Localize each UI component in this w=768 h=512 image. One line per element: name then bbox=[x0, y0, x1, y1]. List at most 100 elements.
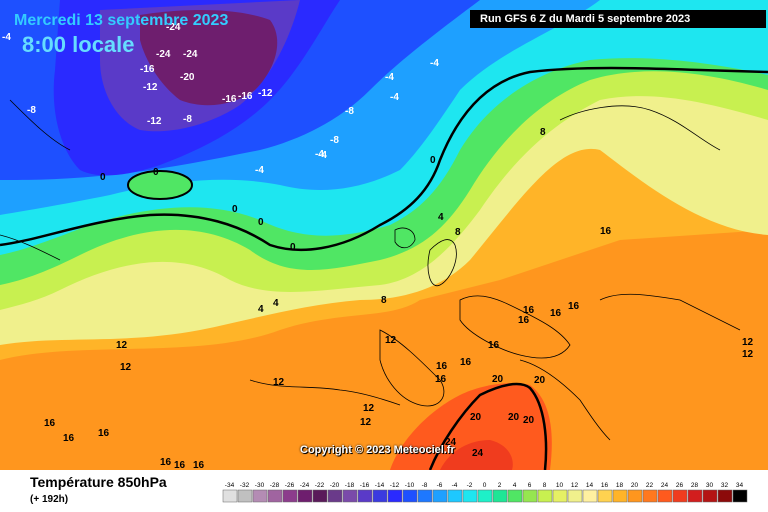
isotherm-value-label: 16 bbox=[63, 433, 75, 444]
isotherm-value-label: 0 bbox=[290, 242, 296, 253]
legend-color-swatch bbox=[537, 489, 553, 503]
legend-tick-label: 32 bbox=[721, 482, 729, 489]
isotherm-value-label: 12 bbox=[273, 377, 285, 388]
legend-tick-label: -12 bbox=[390, 482, 400, 489]
isotherm-value-label: 16 bbox=[160, 457, 172, 468]
isotherm-value-label: 12 bbox=[360, 417, 372, 428]
legend-color-swatch bbox=[282, 489, 298, 503]
isotherm-value-label: 4 bbox=[258, 304, 264, 315]
legend-tick-label: 18 bbox=[616, 482, 624, 489]
legend-color-swatch bbox=[327, 489, 343, 503]
isotherm-value-label: 0 bbox=[430, 155, 436, 166]
isotherm-value-label: 12 bbox=[116, 340, 128, 351]
legend-color-swatch bbox=[237, 489, 253, 503]
isotherm-value-label: 0 bbox=[232, 204, 238, 215]
legend-tick-label: -20 bbox=[330, 482, 340, 489]
legend-color-swatch bbox=[372, 489, 388, 503]
forecast-date: Mercredi 13 septembre 2023 bbox=[14, 12, 229, 29]
cold-pocket bbox=[127, 170, 193, 200]
isotherm-value-label: 0 bbox=[100, 172, 106, 183]
legend-color-swatch bbox=[312, 489, 328, 503]
legend-tick-label: -30 bbox=[255, 482, 265, 489]
color-scale-legend: -34 -32 -30 -28 -26 -24 -22 -20 -18 -16 -14 -12 -10-… bbox=[222, 482, 748, 503]
legend-color-swatch bbox=[657, 489, 673, 503]
legend-tick-label: -26 bbox=[285, 482, 295, 489]
legend-color-swatch bbox=[492, 489, 508, 503]
isotherm-value-label: -8 bbox=[183, 114, 192, 125]
isotherm-value-label: 20 bbox=[534, 375, 546, 386]
isotherm-value-label: -8 bbox=[27, 105, 36, 116]
legend-tick-label: -24 bbox=[300, 482, 310, 489]
isotherm-value-label: 12 bbox=[742, 349, 754, 360]
legend-color-swatch bbox=[462, 489, 478, 503]
map-footer: Température 850hPa (+ 192h) -34 -32 -30 -28… bbox=[0, 470, 768, 512]
forecast-time: 8:00 locale bbox=[22, 32, 135, 57]
isotherm-value-label: 20 bbox=[492, 374, 504, 385]
copyright-notice: Copyright © 2023 Meteociel.fr bbox=[300, 444, 455, 456]
model-run-banner: Run GFS 6 Z du Mardi 5 septembre 2023 bbox=[470, 10, 766, 28]
legend-tick-label: -10 bbox=[405, 482, 415, 489]
legend-tick-label: 2 bbox=[498, 482, 502, 489]
legend-color-swatch bbox=[267, 489, 283, 503]
legend-tick-label: -22 bbox=[315, 482, 325, 489]
lead-time: (+ 192h) bbox=[30, 494, 69, 505]
isotherm-value-label: 8 bbox=[540, 127, 546, 138]
isotherm-value-label: 16 bbox=[44, 418, 56, 429]
legend-tick-label: -34 bbox=[225, 482, 235, 489]
isotherm-twenty bbox=[428, 382, 548, 471]
legend-color-swatch bbox=[447, 489, 463, 503]
isotherm-value-label: 16 bbox=[550, 308, 562, 319]
legend-color-swatch bbox=[732, 489, 748, 503]
legend-tick-label: 8 bbox=[543, 482, 547, 489]
legend-color-swatch bbox=[702, 489, 718, 503]
isotherm-value-label: 12 bbox=[742, 337, 754, 348]
isotherm-value-label: 16 bbox=[98, 428, 110, 439]
band-deep-red bbox=[440, 440, 513, 470]
legend-color-swatch bbox=[387, 489, 403, 503]
band-purple bbox=[140, 10, 278, 106]
legend-color-swatch bbox=[297, 489, 313, 503]
isotherm-value-label: 16 bbox=[193, 460, 205, 470]
legend-color-swatch bbox=[522, 489, 538, 503]
legend-color-swatch bbox=[357, 489, 373, 503]
legend-color-swatch bbox=[687, 489, 703, 503]
isotherm-value-label: -12 bbox=[258, 88, 273, 99]
legend-tick-label: 34 bbox=[736, 482, 744, 489]
legend-tick-label: 30 bbox=[706, 482, 714, 489]
isotherm-value-label: 16 bbox=[488, 340, 500, 351]
map-canvas: -24-24 -24-20-16-16 -16-12-12-12-8-8-8-8-4… bbox=[0, 0, 768, 471]
isotherm-value-label: 16 bbox=[518, 315, 530, 326]
legend-tick-label: 10 bbox=[556, 482, 564, 489]
isotherm-value-label: -16 bbox=[238, 91, 253, 102]
legend-tick-label: 4 bbox=[513, 482, 517, 489]
legend-tick-label: 14 bbox=[586, 482, 594, 489]
legend-tick-label: -32 bbox=[240, 482, 250, 489]
isotherm-value-label: -4 bbox=[255, 165, 264, 176]
isotherm-value-label: -4 bbox=[385, 72, 394, 83]
isotherm-value-label: -20 bbox=[180, 72, 195, 83]
legend-tick-label: -16 bbox=[360, 482, 370, 489]
isotherm-value-label: -4 bbox=[315, 149, 324, 160]
isotherm-value-label: 12 bbox=[385, 335, 397, 346]
legend-color-swatch bbox=[627, 489, 643, 503]
isotherm-value-label: 16 bbox=[600, 226, 612, 237]
isotherm-value-label: -8 bbox=[330, 135, 339, 146]
isotherm-value-label: 16 bbox=[435, 374, 447, 385]
isotherm-value-label: -8 bbox=[345, 106, 354, 117]
isotherm-value-label: -12 bbox=[147, 116, 162, 127]
isotherm-value-label: -4 bbox=[318, 150, 327, 161]
legend-tick-label: -14 bbox=[375, 482, 385, 489]
temperature-map: -24 -24 -24 -20 -16 -16 -16 -12 -12 -12 -8 -8 -8 -8 -4… bbox=[0, 0, 768, 471]
isotherm-value-label: 16 bbox=[523, 305, 535, 316]
isotherm-value-label: 20 bbox=[508, 412, 520, 423]
isotherm-value-label: 0 bbox=[258, 217, 264, 228]
legend-color-swatch bbox=[417, 489, 433, 503]
isotherm-value-label: -4 bbox=[390, 92, 399, 103]
band-red bbox=[390, 383, 552, 470]
isotherm-value-label: 24 bbox=[472, 448, 484, 459]
legend-color-swatch bbox=[552, 489, 568, 503]
legend-tick-label: 12 bbox=[571, 482, 579, 489]
isotherm-value-label: -16 bbox=[222, 94, 237, 105]
legend-color-swatch bbox=[342, 489, 358, 503]
isotherm-zero bbox=[0, 66, 768, 251]
